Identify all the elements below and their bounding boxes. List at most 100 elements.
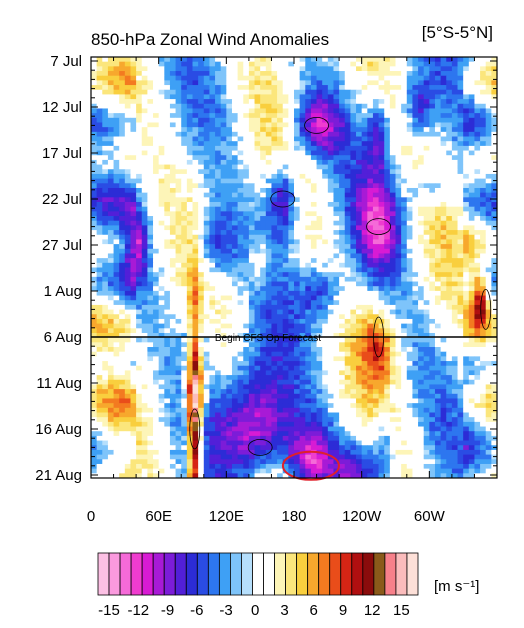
- field-cell: [401, 178, 408, 184]
- field-cell: [468, 192, 475, 198]
- field-cell: [215, 225, 222, 231]
- field-cell: [463, 248, 470, 254]
- field-cell: [418, 300, 425, 306]
- field-cell: [119, 150, 126, 156]
- field-cell: [367, 347, 374, 353]
- field-cell: [418, 127, 425, 133]
- field-cell: [468, 108, 475, 114]
- field-cell: [113, 131, 120, 137]
- field-cell: [485, 122, 492, 128]
- field-cell: [468, 113, 475, 119]
- field-cell: [260, 113, 267, 119]
- field-cell: [192, 361, 199, 367]
- field-cell: [389, 89, 396, 95]
- field-cell: [440, 150, 447, 156]
- field-cell: [186, 304, 193, 310]
- field-cell: [480, 281, 487, 287]
- field-cell: [107, 206, 114, 212]
- field-cell: [147, 375, 154, 381]
- field-cell: [356, 281, 363, 287]
- field-cell: [181, 80, 188, 86]
- field-cell: [119, 178, 126, 184]
- field-cell: [153, 75, 160, 81]
- field-cell: [395, 173, 402, 180]
- field-cell: [198, 347, 205, 353]
- field-cell: [491, 375, 497, 381]
- field-cell: [271, 356, 278, 362]
- field-cell: [401, 57, 408, 63]
- field-cell: [310, 178, 317, 184]
- field-cell: [333, 99, 340, 105]
- field-cell: [220, 173, 227, 180]
- field-cell: [243, 220, 250, 226]
- field-cell: [175, 290, 182, 296]
- field-cell: [440, 290, 447, 296]
- field-cell: [406, 80, 413, 86]
- field-cell: [350, 159, 357, 165]
- field-cell: [96, 276, 103, 282]
- field-cell: [288, 145, 295, 151]
- field-cell: [147, 113, 154, 119]
- field-cell: [130, 328, 137, 334]
- field-cell: [181, 239, 188, 245]
- field-cell: [254, 122, 261, 128]
- field-cell: [401, 159, 408, 165]
- field-cell: [327, 342, 334, 348]
- field-cell: [395, 150, 402, 156]
- field-cell: [480, 127, 487, 133]
- field-cell: [169, 276, 176, 282]
- field-cell: [136, 300, 143, 306]
- field-cell: [209, 164, 216, 170]
- field-cell: [327, 202, 334, 208]
- field-cell: [243, 85, 250, 91]
- field-cell: [361, 230, 368, 236]
- field-cell: [265, 267, 272, 273]
- field-cell: [119, 314, 126, 320]
- field-cell: [198, 365, 205, 371]
- field-cell: [203, 61, 210, 67]
- field-cell: [113, 66, 120, 72]
- field-cell: [384, 141, 391, 147]
- field-cell: [412, 108, 419, 114]
- field-cell: [175, 239, 182, 245]
- field-cell: [158, 211, 165, 217]
- field-cell: [141, 281, 148, 287]
- field-cell: [429, 309, 436, 315]
- field-cell: [451, 272, 458, 278]
- field-cell: [226, 314, 233, 320]
- field-cell: [401, 314, 408, 320]
- field-cell: [423, 197, 430, 203]
- field-cell: [474, 328, 481, 334]
- field-cell: [203, 192, 210, 198]
- field-cell: [440, 347, 447, 353]
- field-cell: [124, 370, 131, 376]
- field-cell: [372, 71, 379, 77]
- field-cell: [265, 216, 272, 222]
- field-cell: [119, 94, 126, 100]
- field-cell: [192, 108, 199, 114]
- field-cell: [243, 248, 250, 254]
- field-cell: [231, 108, 239, 114]
- field-cell: [186, 328, 193, 334]
- field-cell: [113, 356, 120, 362]
- field-cell: [215, 318, 222, 325]
- field-cell: [158, 85, 165, 91]
- field-cell: [237, 71, 244, 77]
- field-cell: [468, 99, 475, 105]
- field-cell: [226, 187, 233, 194]
- field-cell: [440, 216, 447, 222]
- field-cell: [136, 323, 143, 329]
- field-cell: [361, 145, 368, 151]
- field-cell: [288, 173, 295, 180]
- field-cell: [288, 216, 295, 222]
- field-cell: [175, 309, 182, 315]
- field-cell: [102, 276, 109, 282]
- field-cell: [372, 99, 379, 105]
- field-cell: [277, 89, 284, 95]
- field-cell: [288, 276, 295, 282]
- field-cell: [153, 337, 160, 343]
- field-cell: [401, 272, 408, 278]
- field-cell: [378, 304, 385, 310]
- field-cell: [254, 150, 261, 156]
- field-cell: [141, 332, 148, 339]
